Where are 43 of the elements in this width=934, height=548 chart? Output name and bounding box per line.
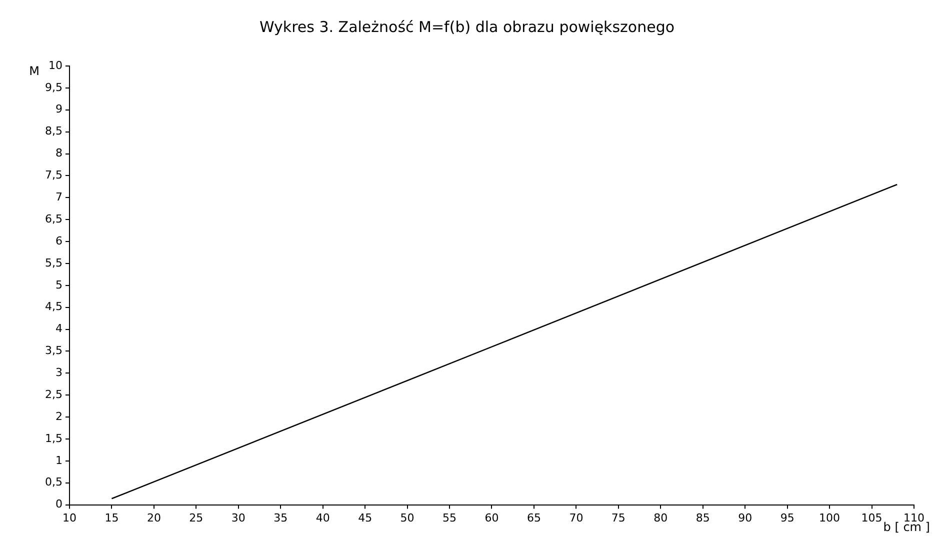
y-tick-label: 7,5 — [44, 168, 62, 182]
x-tick-label: 85 — [696, 511, 710, 524]
y-tick-label: 2,5 — [44, 388, 62, 401]
x-tick-label: 65 — [526, 511, 541, 524]
y-tick-label: 10 — [48, 58, 62, 72]
x-tick-label: 35 — [274, 511, 288, 524]
y-tick-label: 9 — [55, 102, 62, 116]
y-tick-label: 0,5 — [44, 476, 62, 489]
y-tick-label: 3,5 — [44, 344, 62, 358]
x-tick-label: 60 — [484, 511, 499, 524]
x-tick-label: 30 — [231, 511, 246, 524]
x-tick-label: 55 — [442, 511, 457, 524]
y-tick-label: 7 — [55, 190, 62, 204]
x-tick-label: 25 — [189, 511, 204, 524]
x-tick-label: 15 — [104, 511, 119, 524]
x-tick-label: 70 — [569, 511, 584, 524]
x-tick-label: 105 — [861, 511, 882, 524]
x-tick-label: 40 — [316, 511, 330, 524]
y-tick-label: 0 — [55, 498, 62, 511]
x-tick-label: 90 — [738, 511, 752, 524]
y-tick-label: 1 — [55, 454, 62, 467]
y-tick-label: 8 — [55, 146, 62, 160]
x-tick-label: 20 — [146, 511, 161, 524]
x-tick-label: 95 — [780, 511, 794, 524]
x-tick-label: 50 — [400, 511, 414, 524]
y-axis-title: M — [29, 64, 40, 78]
x-tick-label: 100 — [819, 511, 840, 524]
y-tick-label: 6 — [55, 234, 62, 248]
x-tick-label: 75 — [611, 511, 626, 524]
y-tick-label: 4,5 — [44, 300, 62, 314]
y-tick-label: 3 — [55, 366, 62, 380]
x-tick-label: 110 — [904, 511, 924, 524]
y-tick-label: 1,5 — [44, 432, 62, 445]
y-tick-label: 5 — [55, 278, 62, 292]
y-tick-label: 5,5 — [44, 256, 62, 270]
y-tick-label: 2 — [55, 410, 62, 423]
y-tick-label: 6,5 — [44, 212, 62, 226]
y-tick-label: 4 — [55, 322, 62, 336]
chart-title: Wykres 3. Zależność M=f(b) dla obrazu powiększonego — [258, 18, 676, 36]
y-tick-label: 9,5 — [44, 80, 62, 94]
x-tick-label: 80 — [654, 511, 668, 524]
x-tick-label: 45 — [358, 511, 372, 524]
y-tick-label: 8,5 — [44, 124, 62, 138]
